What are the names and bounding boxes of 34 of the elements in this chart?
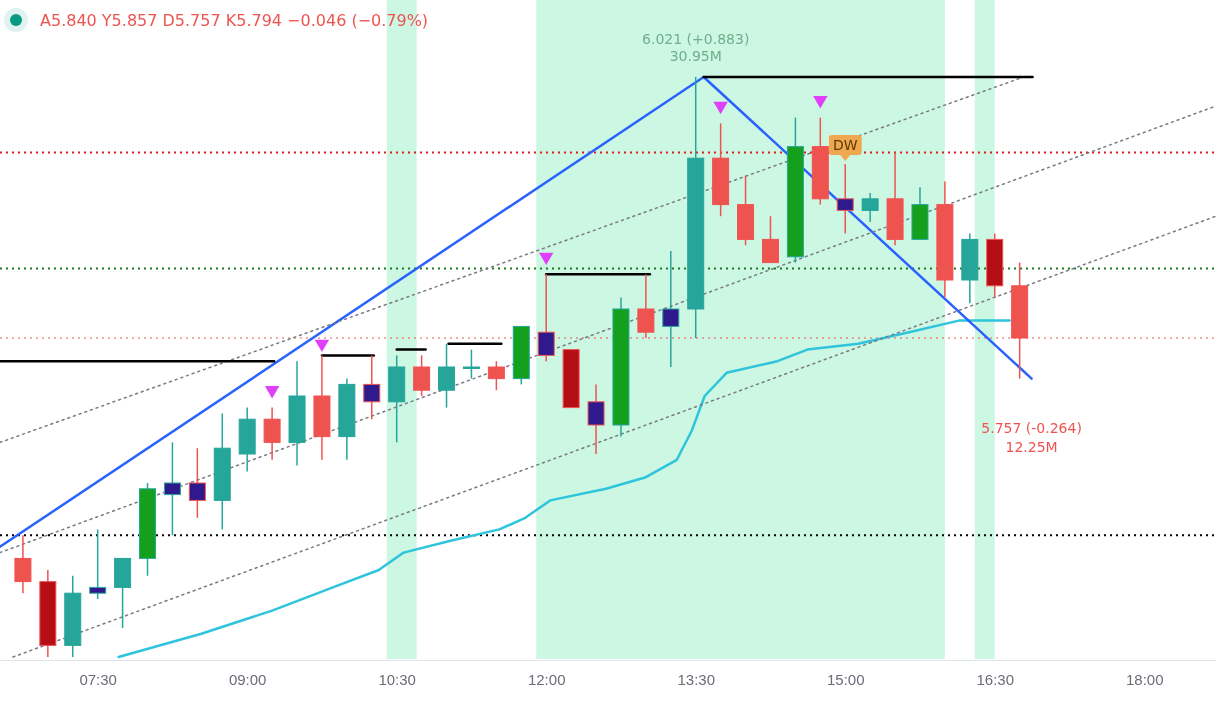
x-tick-label: 16:30 xyxy=(976,670,1014,688)
chart-subtitle: A5.840 Y5.857 D5.757 K5.794 −0.046 (−0.79%) xyxy=(40,11,429,30)
candlestick xyxy=(836,163,854,235)
annotation: DW xyxy=(832,137,858,153)
annotation: 5.757 (-0.264) 12.25M xyxy=(981,419,1082,455)
x-tick-label: 07:30 xyxy=(79,670,117,688)
x-tick-label: 15:00 xyxy=(826,670,865,688)
point xyxy=(264,386,280,399)
candlestick xyxy=(487,360,505,391)
point xyxy=(813,96,828,109)
x-tick-label: 13:30 xyxy=(677,670,715,688)
candlestick xyxy=(761,215,779,264)
x-tick-label: 18:00 xyxy=(1125,670,1164,688)
candlestick xyxy=(363,354,381,420)
candlestick xyxy=(263,406,281,461)
candlestick xyxy=(413,354,431,397)
candlestick xyxy=(587,383,605,455)
x-tick-label: 09:00 xyxy=(228,670,267,688)
candlestick xyxy=(163,441,181,536)
text: 6.021 (+0.883) xyxy=(642,31,750,47)
candlestick xyxy=(662,250,680,368)
x-tick-label: 10:30 xyxy=(378,670,416,688)
candlestick xyxy=(462,348,480,380)
point xyxy=(314,339,330,353)
x-tick-label: 12:00 xyxy=(527,670,566,688)
candlestick xyxy=(438,343,456,409)
point xyxy=(713,101,728,115)
candlestick xyxy=(188,447,206,519)
point xyxy=(539,252,554,266)
candlestick xyxy=(89,528,107,600)
candlestick xyxy=(537,273,555,362)
text: 30.95M xyxy=(669,48,722,64)
candlestick xyxy=(861,192,879,223)
candlestick xyxy=(14,534,32,594)
